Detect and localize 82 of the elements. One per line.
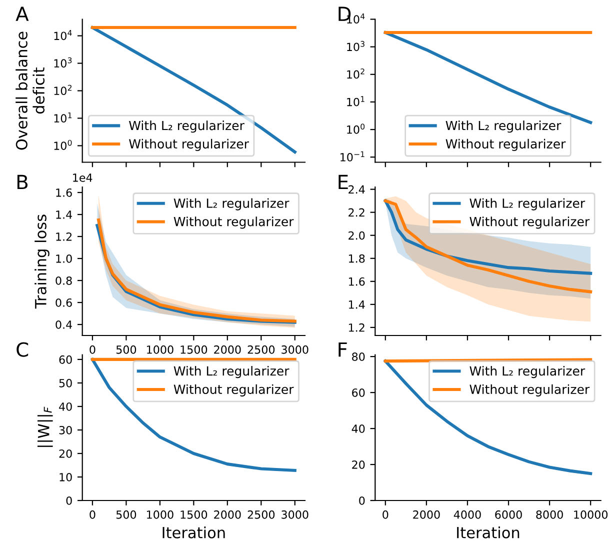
y-tick-label: 1.6 bbox=[56, 188, 72, 197]
x-tick-label: 0 bbox=[382, 510, 388, 519]
legend-label: With L₂ regularizer bbox=[446, 120, 562, 133]
y-tick-label: 1.6 bbox=[348, 277, 365, 286]
y-axis-title: Overall balance deficit bbox=[16, 32, 45, 150]
y-tick-label: 1.4 bbox=[56, 210, 72, 219]
y-tick-label: 1.8 bbox=[348, 254, 365, 263]
y-tick-label: 50 bbox=[59, 378, 72, 388]
y-tick-label: 40 bbox=[352, 424, 365, 433]
line-series bbox=[384, 360, 592, 476]
y-axis-title: ||W||$_{F}$ bbox=[38, 406, 53, 447]
y-tick-label: 0.6 bbox=[56, 298, 72, 307]
y-tick-label: 0.4 bbox=[56, 320, 72, 329]
y-tick-label: 10$^{4}$ bbox=[54, 30, 72, 40]
chart-title: E bbox=[338, 174, 348, 190]
y-tick-label: 1.4 bbox=[348, 300, 365, 309]
y-tick-label: 0.8 bbox=[56, 276, 72, 285]
x-tick-label: 1500 bbox=[180, 345, 208, 354]
legend-label: Without regularizer bbox=[174, 216, 294, 229]
line-series bbox=[90, 358, 296, 472]
x-tick-label: 10000 bbox=[574, 510, 608, 519]
legend-label: Without regularizer bbox=[470, 216, 590, 229]
x-axis-title: Iteration bbox=[457, 526, 520, 538]
x-tick-label: 1000 bbox=[147, 345, 174, 354]
legend-label: Without regularizer bbox=[129, 138, 249, 151]
x-tick-label: 8000 bbox=[536, 510, 563, 519]
y-tick-label: 2.0 bbox=[348, 231, 365, 240]
y-tick-label: 10$^{2}$ bbox=[54, 84, 72, 96]
chart-title: F bbox=[338, 342, 347, 357]
y-tick-label: 10$^{0}$ bbox=[54, 140, 72, 150]
chart-title: C bbox=[16, 342, 28, 357]
y-tick-label: 30 bbox=[59, 426, 72, 434]
y-tick-label: 10$^{−1}$ bbox=[340, 151, 364, 162]
x-tick-label: 2000 bbox=[413, 510, 440, 519]
x-tick-label: 0 bbox=[90, 510, 96, 519]
legend-label: With L₂ regularizer bbox=[174, 366, 290, 378]
y-tick-label: 10$^{2}$ bbox=[347, 68, 364, 79]
y-tick-label: 10 bbox=[60, 472, 72, 482]
x-tick-label: 6000 bbox=[495, 510, 522, 519]
x-tick-label: 500 bbox=[116, 345, 136, 354]
legend-label: With L₂ regularizer bbox=[174, 198, 290, 210]
y-tick-label: 0 bbox=[66, 496, 72, 505]
y-tick-label: 80 bbox=[352, 352, 365, 361]
text: 1e4 bbox=[73, 174, 92, 182]
y-tick-label: 10$^{1}$ bbox=[347, 96, 364, 106]
y-tick-label: 10$^{3}$ bbox=[347, 40, 364, 52]
y-tick-label: 60 bbox=[352, 388, 365, 397]
y-tick-label: 1.2 bbox=[56, 232, 72, 241]
y-tick-label: 40 bbox=[59, 402, 72, 411]
x-tick-label: 1500 bbox=[180, 510, 208, 519]
y-tick-label: 20 bbox=[59, 449, 72, 458]
legend-label: With L₂ regularizer bbox=[470, 198, 586, 210]
x-tick-label: 500 bbox=[116, 510, 136, 519]
y-tick-label: 2.2 bbox=[348, 208, 364, 217]
legend-label: With L₂ regularizer bbox=[470, 366, 586, 378]
y-tick-label: 10$^{1}$ bbox=[54, 112, 72, 123]
x-tick-label: 2000 bbox=[214, 345, 241, 354]
x-tick-label: 3000 bbox=[282, 345, 308, 354]
x-tick-label: 2500 bbox=[248, 345, 275, 354]
chart-title: A bbox=[16, 6, 29, 21]
legend-label: With L₂ regularizer bbox=[129, 120, 244, 133]
line-series bbox=[90, 26, 296, 154]
x-tick-label: 3000 bbox=[282, 510, 308, 519]
y-tick-label: 10$^{3}$ bbox=[54, 57, 72, 68]
x-tick-label: 1000 bbox=[147, 510, 174, 519]
y-tick-label: 2.4 bbox=[348, 185, 365, 194]
x-tick-label: 2000 bbox=[214, 510, 241, 519]
legend-label: Without regularizer bbox=[470, 384, 590, 396]
y-tick-label: 1.0 bbox=[56, 254, 72, 263]
x-tick-label: 4000 bbox=[454, 510, 481, 519]
y-tick-label: 1.2 bbox=[348, 323, 364, 332]
legend-label: Without regularizer bbox=[446, 138, 566, 151]
x-axis-title: Iteration bbox=[162, 526, 225, 538]
y-tick-label: 0 bbox=[359, 496, 365, 505]
x-tick-label: 0 bbox=[90, 345, 96, 354]
y-axis-title: Training loss bbox=[34, 214, 50, 309]
legend-label: Without regularizer bbox=[174, 384, 294, 396]
y-tick-label: 60 bbox=[59, 355, 72, 364]
chart-title: B bbox=[17, 174, 28, 190]
y-tick-label: 10$^{0}$ bbox=[347, 124, 365, 134]
y-tick-label: 20 bbox=[352, 460, 365, 469]
x-tick-label: 2500 bbox=[248, 510, 275, 519]
